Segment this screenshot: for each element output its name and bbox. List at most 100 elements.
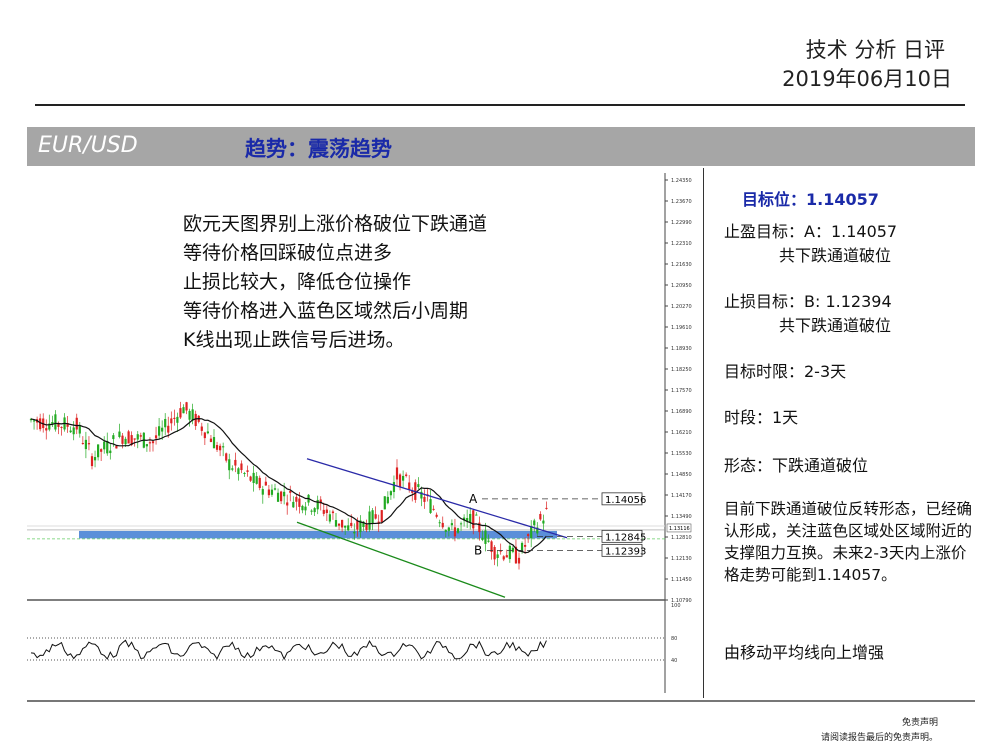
candle bbox=[228, 459, 231, 471]
candle bbox=[182, 407, 185, 414]
candle bbox=[478, 522, 481, 533]
candle bbox=[289, 491, 292, 493]
candle bbox=[295, 496, 298, 502]
oscillator-tick-label: 40 bbox=[671, 658, 677, 664]
candle bbox=[328, 514, 331, 522]
target-price: 目标位：1.14057 bbox=[742, 190, 879, 209]
take-profit-label: 止盈目标：A：1.14057 bbox=[724, 222, 898, 241]
candle bbox=[368, 511, 371, 530]
level-label: 1.12393 bbox=[605, 546, 646, 557]
oscillator-line bbox=[30, 639, 547, 661]
support-zone bbox=[79, 530, 557, 539]
candle bbox=[313, 508, 316, 513]
candle bbox=[304, 506, 307, 511]
candle bbox=[81, 443, 84, 445]
candle bbox=[524, 544, 527, 547]
candle bbox=[310, 510, 313, 512]
y-tick-label: 1.24350 bbox=[671, 178, 692, 184]
y-tick-label: 1.23670 bbox=[671, 199, 692, 205]
candle bbox=[206, 431, 209, 434]
y-tick-label: 1.20950 bbox=[671, 283, 692, 289]
header-title: 技术 分析 日评 bbox=[805, 38, 945, 62]
candle bbox=[258, 477, 261, 488]
candle bbox=[87, 443, 91, 445]
candle bbox=[240, 463, 243, 471]
candle bbox=[286, 502, 289, 506]
candle bbox=[359, 520, 362, 533]
candle bbox=[347, 525, 350, 531]
level-label: 1.14056 bbox=[605, 495, 646, 506]
y-tick-label: 1.15530 bbox=[671, 451, 692, 457]
candle bbox=[344, 525, 347, 528]
level-marker: A bbox=[469, 492, 478, 506]
y-tick-label: 1.19610 bbox=[671, 325, 692, 331]
analysis-comment: 欧元天图界别上涨价格破位下跌通道 等待价格回踩破位点进多 止损比较大，降低仓位操… bbox=[183, 210, 487, 355]
currency-pair: EUR/USD bbox=[38, 133, 138, 158]
candle bbox=[362, 521, 365, 527]
candle bbox=[264, 481, 267, 486]
candle bbox=[203, 432, 206, 439]
candle bbox=[219, 445, 222, 451]
candle bbox=[511, 547, 514, 552]
candle bbox=[280, 491, 283, 502]
candle bbox=[270, 489, 274, 495]
candle bbox=[435, 514, 438, 517]
candle bbox=[496, 554, 499, 558]
comment-line: 等待价格回踩破位点进多 bbox=[183, 242, 393, 264]
candle bbox=[508, 545, 511, 560]
disclaimer-text: 请阅读报告最后的免责声明。 bbox=[820, 733, 938, 743]
candle bbox=[405, 474, 408, 476]
stop-loss-label: 止损目标：B: 1.12394 bbox=[724, 292, 892, 311]
candle bbox=[331, 511, 335, 514]
candle bbox=[353, 531, 356, 534]
moving-average-line bbox=[30, 417, 547, 554]
candle bbox=[179, 408, 182, 418]
candle bbox=[133, 438, 136, 440]
candle bbox=[267, 489, 270, 496]
y-tick-label: 1.17570 bbox=[671, 388, 692, 394]
candle bbox=[188, 410, 191, 420]
candle bbox=[115, 446, 118, 449]
candle bbox=[170, 418, 173, 424]
comment-line: K线出现止跌信号后进场。 bbox=[183, 329, 405, 351]
comment-line: 等待价格进入蓝色区域然后小周期 bbox=[183, 300, 469, 322]
candle bbox=[273, 488, 277, 490]
candle bbox=[29, 418, 33, 421]
candle bbox=[161, 427, 164, 432]
candle bbox=[158, 426, 161, 436]
y-tick-label: 1.11450 bbox=[671, 577, 692, 583]
y-tick-label: 1.12130 bbox=[671, 556, 692, 562]
candle bbox=[341, 519, 344, 528]
candle bbox=[472, 510, 475, 529]
candle bbox=[194, 413, 197, 427]
trend-label: 趋势：震荡趋势 bbox=[245, 137, 392, 161]
candle bbox=[84, 439, 87, 450]
candle bbox=[298, 498, 301, 507]
candle bbox=[456, 528, 460, 533]
candle bbox=[356, 521, 359, 530]
level-box bbox=[601, 529, 643, 543]
analysis-panel: 目标位：1.14057 止盈目标：A：1.14057 共下跌通道破位 止损目标：… bbox=[703, 168, 975, 698]
candle bbox=[545, 507, 548, 509]
candle bbox=[350, 522, 353, 526]
candle bbox=[136, 434, 139, 440]
candle bbox=[520, 542, 524, 553]
candle bbox=[231, 468, 234, 470]
y-tick-label: 1.14170 bbox=[671, 493, 692, 499]
candle bbox=[100, 449, 103, 452]
candle bbox=[60, 426, 63, 428]
candle bbox=[398, 474, 402, 488]
candle bbox=[237, 468, 240, 475]
candle bbox=[283, 491, 286, 497]
candle bbox=[493, 546, 496, 560]
candle bbox=[411, 490, 414, 493]
level-label: 1.12845 bbox=[605, 532, 646, 543]
candle bbox=[154, 435, 158, 439]
candle bbox=[484, 530, 487, 544]
candle bbox=[225, 453, 228, 461]
candle bbox=[124, 438, 127, 445]
candle bbox=[252, 472, 255, 484]
candle bbox=[481, 537, 484, 540]
candle bbox=[66, 423, 69, 427]
y-tick-label: 1.21630 bbox=[671, 262, 692, 268]
